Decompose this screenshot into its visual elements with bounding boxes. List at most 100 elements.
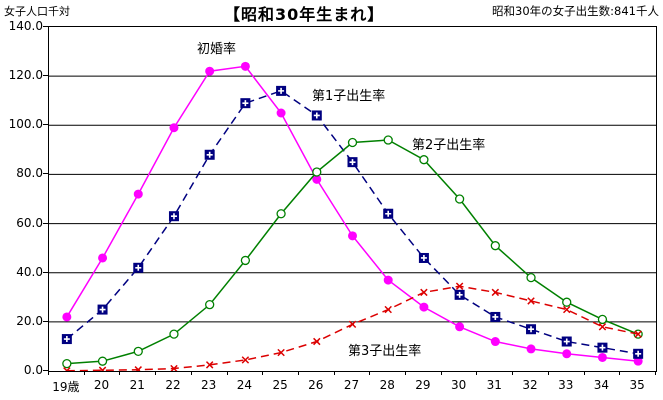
marker-x [63, 367, 71, 371]
y-tick-label: 0.0 [23, 363, 43, 377]
y-tick-label: 20.0 [16, 313, 43, 328]
y-tick-mark [43, 75, 48, 77]
marker-open-circle [562, 297, 572, 307]
marker-plus-glyph [349, 159, 356, 166]
series-label-third-child-birth-rate: 第3子出生率 [348, 344, 422, 359]
marker-plus-glyph [206, 151, 213, 158]
x-tick-mark [655, 371, 656, 375]
marker-plus-glyph [242, 100, 249, 107]
marker-x [313, 337, 321, 346]
x-tick-label: 29 [415, 378, 431, 392]
marker-open-circle [347, 137, 358, 148]
marker-filled-circle [597, 352, 607, 362]
marker-plus-glyph [420, 254, 427, 261]
marker-plus-glyph [99, 306, 106, 313]
marker-x [384, 305, 392, 314]
series-line-2 [66, 139, 639, 365]
marker-open-circle [169, 329, 179, 339]
marker-x [563, 305, 571, 314]
series-label-second-child-birth-rate: 第2子出生率 [412, 138, 486, 153]
series-line-0 [66, 65, 639, 362]
marker-x [205, 361, 214, 369]
x-tick-label: 27 [343, 378, 360, 392]
marker-filled-circle [455, 322, 465, 332]
marker-x [455, 282, 464, 290]
marker-x [134, 366, 142, 371]
x-tick-label: 22 [165, 378, 181, 392]
x-tick-mark [405, 371, 407, 375]
marker-x [527, 297, 535, 305]
y-tick-mark [43, 26, 48, 27]
marker-open-circle [597, 314, 608, 325]
marker-x [348, 320, 357, 329]
marker-filled-circle [169, 123, 179, 133]
x-tick-label: 21 [129, 378, 145, 392]
marker-plus-glyph [599, 344, 606, 351]
marker-x [98, 366, 107, 371]
y-tick-label: 100.0 [8, 117, 43, 132]
marker-open-circle [205, 300, 215, 310]
x-tick-label: 33 [558, 378, 574, 392]
marker-filled-circle [633, 356, 643, 366]
x-tick-mark [512, 371, 514, 375]
x-tick-label: 31 [486, 378, 502, 392]
x-tick-label: 24 [236, 378, 253, 392]
y-tick-mark [43, 370, 48, 371]
x-tick-label: 30 [450, 378, 467, 392]
series-label-first-marriage-rate: 初婚率 [197, 42, 237, 57]
x-tick-label: 34 [593, 378, 610, 392]
marker-plus-glyph [313, 112, 320, 119]
marker-x [420, 288, 428, 297]
marker-filled-circle [348, 231, 357, 241]
x-tick-mark [547, 371, 549, 375]
x-tick-mark [262, 371, 264, 375]
marker-x [491, 288, 500, 297]
x-tick-label: 20 [93, 378, 110, 392]
marker-open-circle [454, 194, 465, 204]
marker-x [241, 356, 250, 364]
y-tick-label: 140.0 [8, 19, 43, 33]
marker-filled-circle [526, 344, 536, 354]
x-tick-mark [369, 371, 371, 375]
marker-filled-circle [205, 66, 215, 76]
marker-x [634, 330, 642, 338]
y-tick-label: 60.0 [16, 215, 43, 230]
marker-plus-glyph [170, 213, 177, 220]
marker-plus-glyph [635, 350, 642, 357]
x-tick-mark [583, 371, 585, 375]
x-tick-label: 28 [379, 378, 395, 392]
y-tick-label: 40.0 [16, 264, 43, 279]
x-tick-mark [297, 371, 299, 375]
x-tick-mark [440, 371, 442, 375]
marker-plus-glyph [385, 210, 392, 217]
y-axis-unit-label: 女子人口千対 [4, 5, 70, 18]
marker-open-circle [276, 209, 286, 219]
marker-open-circle [526, 272, 536, 283]
x-tick-label: 35 [629, 378, 645, 392]
marker-open-circle [240, 255, 251, 266]
x-tick-label: 26 [308, 378, 324, 392]
x-tick-label: 23 [201, 378, 217, 392]
x-tick-mark [619, 371, 621, 375]
marker-x [598, 323, 607, 331]
x-tick-mark [48, 371, 49, 375]
x-tick-mark [190, 371, 192, 375]
marker-open-circle [383, 135, 393, 145]
x-tick-mark [333, 371, 335, 375]
marker-filled-circle [562, 349, 572, 359]
marker-open-circle [133, 346, 143, 356]
y-tick-label: 120.0 [8, 68, 43, 83]
marker-filled-circle [490, 337, 500, 347]
marker-open-circle [419, 155, 429, 165]
chart-title: 【昭和30年生まれ】 [224, 5, 385, 24]
y-tick-mark [43, 271, 48, 273]
x-tick-mark [83, 371, 85, 375]
y-tick-mark [43, 222, 48, 224]
x-tick-mark [476, 371, 478, 375]
y-tick-mark [43, 173, 48, 175]
marker-open-circle [490, 241, 500, 251]
marker-plus-glyph [492, 313, 499, 320]
marker-filled-circle [240, 61, 250, 71]
x-tick-mark [155, 371, 157, 375]
